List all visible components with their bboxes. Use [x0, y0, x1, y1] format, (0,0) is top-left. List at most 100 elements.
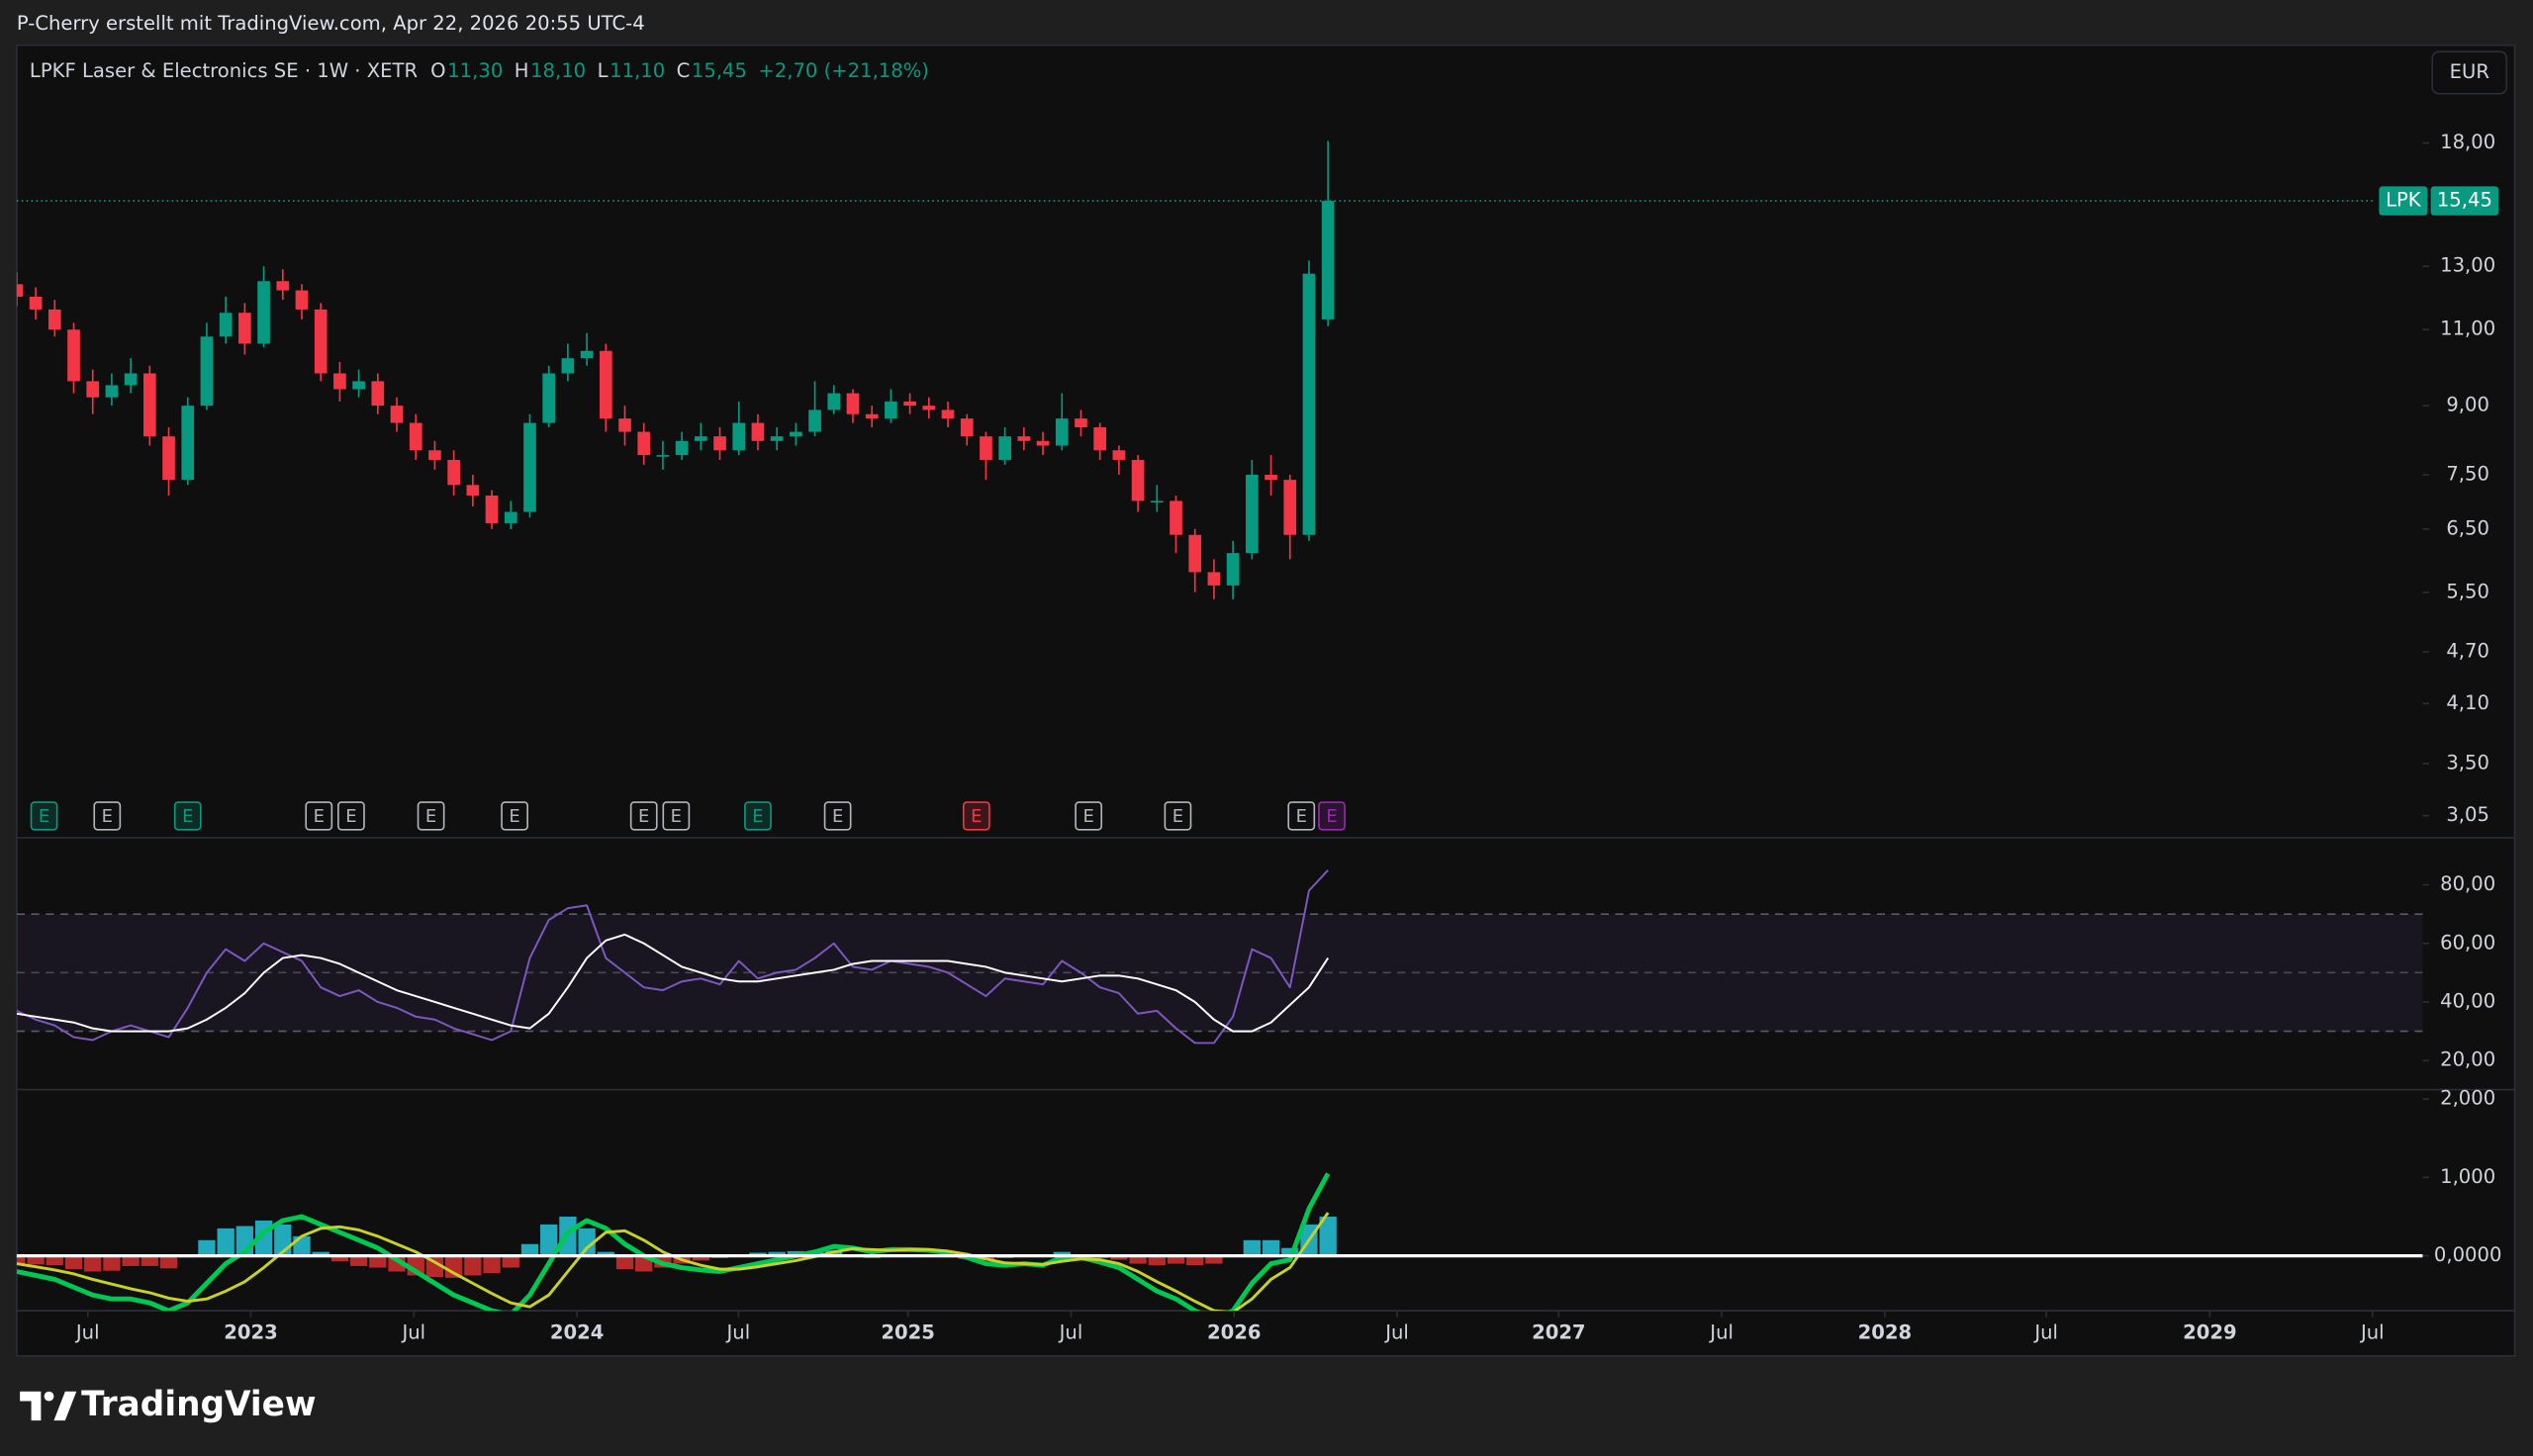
earnings-label: E — [345, 806, 356, 827]
earnings-label: E — [638, 806, 649, 827]
candle-body — [903, 401, 916, 407]
candle-body — [694, 436, 707, 441]
candle-body — [542, 373, 556, 423]
y-tick-label: 60,00 — [2440, 931, 2495, 954]
brand-logo — [20, 1391, 77, 1421]
earnings-label: E — [832, 806, 843, 827]
macd-histogram-bar — [369, 1255, 387, 1268]
price-tag-symbol: LPK — [2386, 189, 2422, 212]
macd-histogram-bar — [217, 1228, 235, 1256]
candle-body — [295, 290, 309, 310]
legend-part: L — [598, 58, 609, 81]
macd-histogram-bar — [520, 1243, 539, 1256]
x-tick-label: 2028 — [1858, 1320, 1913, 1343]
candle-body — [1283, 480, 1297, 535]
candle-body — [390, 406, 404, 423]
rsi-line — [16, 933, 1329, 1033]
candle-body — [124, 373, 138, 386]
candle-body — [846, 393, 860, 414]
earnings-label: E — [1326, 806, 1337, 827]
candle-body — [86, 381, 100, 398]
macd-histogram-bar — [1129, 1255, 1147, 1264]
candle-body — [371, 381, 385, 407]
candle-body — [1036, 440, 1050, 446]
candle-body — [732, 422, 746, 451]
x-tick-label: 2027 — [1532, 1320, 1586, 1343]
x-tick-label: 2023 — [224, 1320, 278, 1343]
candle-body — [960, 418, 974, 437]
earnings-marker — [744, 801, 772, 831]
candle-body — [314, 309, 328, 374]
candle-body — [713, 436, 726, 451]
y-tick-label: 6,50 — [2446, 516, 2489, 539]
macd-histogram-bar — [198, 1239, 216, 1256]
candle-body — [1207, 572, 1221, 586]
currency-button[interactable] — [2431, 50, 2508, 95]
y-tick-label: 9,00 — [2446, 394, 2489, 416]
candle-body — [409, 422, 422, 451]
x-tick-label: Jul — [1708, 1320, 1734, 1343]
candle-body — [162, 436, 175, 481]
macd-histogram-bar — [46, 1255, 63, 1266]
y-tick-label: 13,00 — [2440, 254, 2495, 277]
earnings-label: E — [1082, 806, 1093, 827]
brand-name: TradingView — [81, 1385, 316, 1424]
candle-body — [561, 358, 575, 374]
y-tick-label: 3,05 — [2446, 803, 2489, 826]
macd-histogram-bar — [1186, 1255, 1204, 1266]
candle-body — [485, 495, 499, 523]
macd-histogram-bar — [464, 1255, 482, 1276]
candle-body — [1245, 474, 1259, 554]
candle-body — [1170, 500, 1182, 535]
candle-body — [276, 281, 290, 291]
earnings-label: E — [971, 806, 982, 827]
candle-body — [770, 436, 784, 441]
caption: P-Cherry erstellt mit TradingView.com, A… — [17, 12, 645, 35]
candle-body — [656, 455, 670, 457]
y-tick-label: 2,000 — [2440, 1087, 2495, 1110]
candle-body — [1265, 474, 1277, 481]
candle-body — [47, 309, 61, 330]
macd-histogram-bar — [312, 1251, 329, 1256]
legend-part: +2,70 (+21,18%) — [758, 58, 929, 81]
x-tick-label: Jul — [400, 1320, 425, 1343]
macd-histogram-bar — [1319, 1217, 1337, 1256]
earnings-marker — [662, 801, 691, 831]
y-tick-label: 7,50 — [2446, 462, 2489, 485]
candle-body — [1093, 427, 1107, 451]
candle-body — [675, 440, 689, 456]
macd-histogram-bar — [122, 1255, 140, 1266]
candle-body — [1302, 273, 1316, 535]
macd-histogram-bar — [597, 1251, 614, 1256]
x-tick-label: 2029 — [2183, 1320, 2237, 1343]
y-tick-label: 40,00 — [2440, 989, 2495, 1012]
macd-histogram-bar — [692, 1255, 709, 1261]
candle-body — [504, 511, 517, 523]
candle-body — [827, 393, 841, 410]
earnings-marker — [173, 801, 202, 831]
earnings-label: E — [752, 806, 763, 827]
y-tick-label: 80,00 — [2440, 872, 2495, 895]
macd-histogram-bar — [540, 1224, 558, 1256]
candle-body — [466, 485, 480, 496]
candle-body — [922, 406, 936, 410]
macd-line — [16, 1172, 1331, 1312]
earnings-marker — [93, 801, 122, 831]
macd-histogram-bar — [103, 1255, 121, 1271]
y-tick-label: 4,10 — [2446, 691, 2489, 714]
macd-histogram-bar — [84, 1255, 102, 1272]
candle-body — [16, 284, 24, 297]
candle-body — [200, 336, 214, 407]
macd-histogram-bar — [1110, 1255, 1128, 1260]
earnings-label: E — [182, 806, 193, 827]
earnings-marker — [823, 801, 852, 831]
x-tick-label: Jul — [1058, 1320, 1083, 1343]
earnings-marker — [1075, 801, 1103, 831]
earnings-marker — [337, 801, 365, 831]
earnings-label: E — [1296, 806, 1307, 827]
candle-body — [447, 459, 460, 486]
legend-part: LPKF Laser & Electronics SE · 1W · XETR — [30, 58, 419, 81]
price-tag-value: 15,45 — [2437, 189, 2492, 212]
